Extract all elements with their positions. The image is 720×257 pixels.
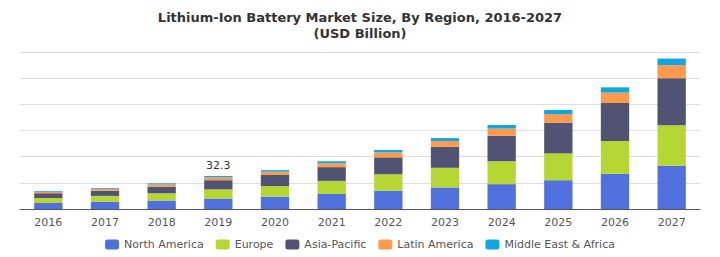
svg-text:2019: 2019 [204,216,232,229]
svg-text:Middle East & Africa: Middle East & Africa [504,238,615,251]
svg-text:2021: 2021 [318,216,346,229]
svg-text:2023: 2023 [431,216,459,229]
svg-text:2016: 2016 [34,216,62,229]
svg-text:Lithium-Ion Battery Market Siz: Lithium-Ion Battery Market Size, By Regi… [158,10,562,25]
svg-text:32.3: 32.3 [206,159,231,172]
svg-text:2026: 2026 [601,216,629,229]
svg-text:(USD Billion): (USD Billion) [313,26,406,41]
svg-text:2022: 2022 [374,216,402,229]
svg-text:2017: 2017 [91,216,119,229]
svg-text:2018: 2018 [148,216,176,229]
svg-text:Latin America: Latin America [397,238,473,251]
svg-text:North America: North America [124,238,204,251]
svg-text:Europe: Europe [235,238,274,251]
svg-text:2020: 2020 [261,216,289,229]
svg-text:Asia-Pacific: Asia-Pacific [304,238,366,251]
svg-text:2024: 2024 [488,216,516,229]
svg-text:2025: 2025 [544,216,572,229]
svg-text:2027: 2027 [658,216,686,229]
